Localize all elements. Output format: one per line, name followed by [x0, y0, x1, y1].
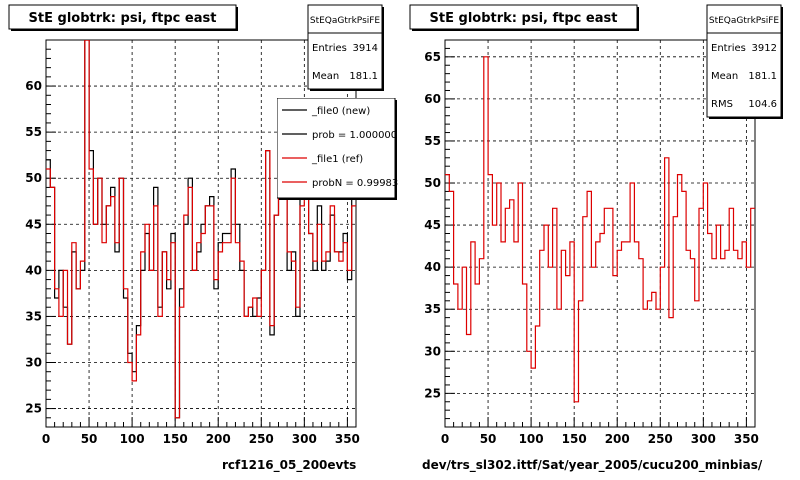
histogram-series-1	[445, 56, 755, 403]
y-tick-label: 45	[25, 217, 42, 231]
chart-title: StE globtrk: psi, ftpc east	[29, 11, 217, 26]
x-tick-label: 0	[42, 432, 50, 446]
y-tick-label: 35	[25, 309, 42, 323]
x-tick-label: 150	[163, 432, 188, 446]
y-tick-label: 60	[25, 79, 42, 93]
stats-label: RMS	[711, 99, 733, 110]
x-tick-label: 50	[480, 432, 497, 446]
stats-value: 3914	[353, 43, 378, 54]
stats-label: Mean	[711, 71, 738, 82]
left-footer-label: rcf1216_05_200evts	[222, 458, 357, 472]
stats-value: 104.6	[748, 99, 777, 110]
legend-box	[277, 98, 396, 199]
stats-label: Mean	[312, 71, 339, 82]
x-tick-label: 250	[648, 432, 673, 446]
legend-label: prob = 1.000000	[312, 130, 397, 141]
histogram-panel-2: 0 50 100 150 200 250 300 350 25 30 35 40 45 50 55 60 65 S…	[409, 4, 783, 446]
y-tick-label: 55	[424, 134, 441, 148]
title-box	[8, 4, 237, 30]
x-tick-label: 100	[519, 432, 544, 446]
right-footer-label: dev/trs_sl302.ittf/Sat/year_2005/cucu200…	[422, 458, 763, 472]
x-tick-label: 0	[441, 432, 449, 446]
x-tick-label: 150	[562, 432, 587, 446]
histogram-panel-1: 0 50 100 150 200 250 300 350 25 30 35 40 45 50 55 60 StE…	[8, 4, 398, 446]
x-tick-label: 200	[206, 432, 231, 446]
stats-box	[307, 4, 383, 90]
legend: _file0 (new) prob = 1.000000 _file1 (ref) p…	[277, 98, 398, 200]
x-tick-label: 200	[605, 432, 630, 446]
y-tick-label: 40	[25, 263, 42, 277]
y-tick-label: 25	[424, 386, 441, 400]
x-tick-label: 50	[81, 432, 98, 446]
legend-label: _file1 (ref)	[311, 154, 363, 165]
y-tick-label: 25	[25, 402, 42, 416]
stats-box	[706, 4, 782, 118]
y-tick-label: 55	[25, 125, 42, 139]
x-tick-label: 350	[335, 432, 360, 446]
chart-title: StE globtrk: psi, ftpc east	[430, 11, 618, 26]
y-tick-label: 30	[25, 356, 42, 370]
y-tick-label: 45	[424, 218, 441, 232]
y-tick-label: 40	[424, 260, 441, 274]
x-tick-label: 250	[249, 432, 274, 446]
y-tick-label: 35	[424, 302, 441, 316]
y-tick-label: 50	[25, 171, 42, 185]
title-box	[409, 4, 638, 30]
legend-label: _file0 (new)	[311, 106, 370, 117]
stats-label: Entries	[312, 43, 347, 54]
stats-label: Entries	[711, 43, 746, 54]
legend-label: probN = 0.99983	[312, 178, 398, 189]
stats-value: 3912	[752, 43, 777, 54]
y-tick-label: 50	[424, 176, 441, 190]
y-tick-label: 30	[424, 344, 441, 358]
x-tick-label: 300	[691, 432, 716, 446]
x-tick-label: 100	[120, 432, 145, 446]
stats-name: StEQaGtrkPsiFE	[310, 16, 381, 26]
x-tick-label: 300	[292, 432, 317, 446]
stats-value: 181.1	[349, 71, 378, 82]
x-tick-label: 350	[734, 432, 759, 446]
y-tick-label: 60	[424, 92, 441, 106]
stats-value: 181.1	[748, 71, 777, 82]
stats-name: StEQaGtrkPsiFE	[709, 16, 780, 26]
y-tick-label: 65	[424, 50, 441, 64]
